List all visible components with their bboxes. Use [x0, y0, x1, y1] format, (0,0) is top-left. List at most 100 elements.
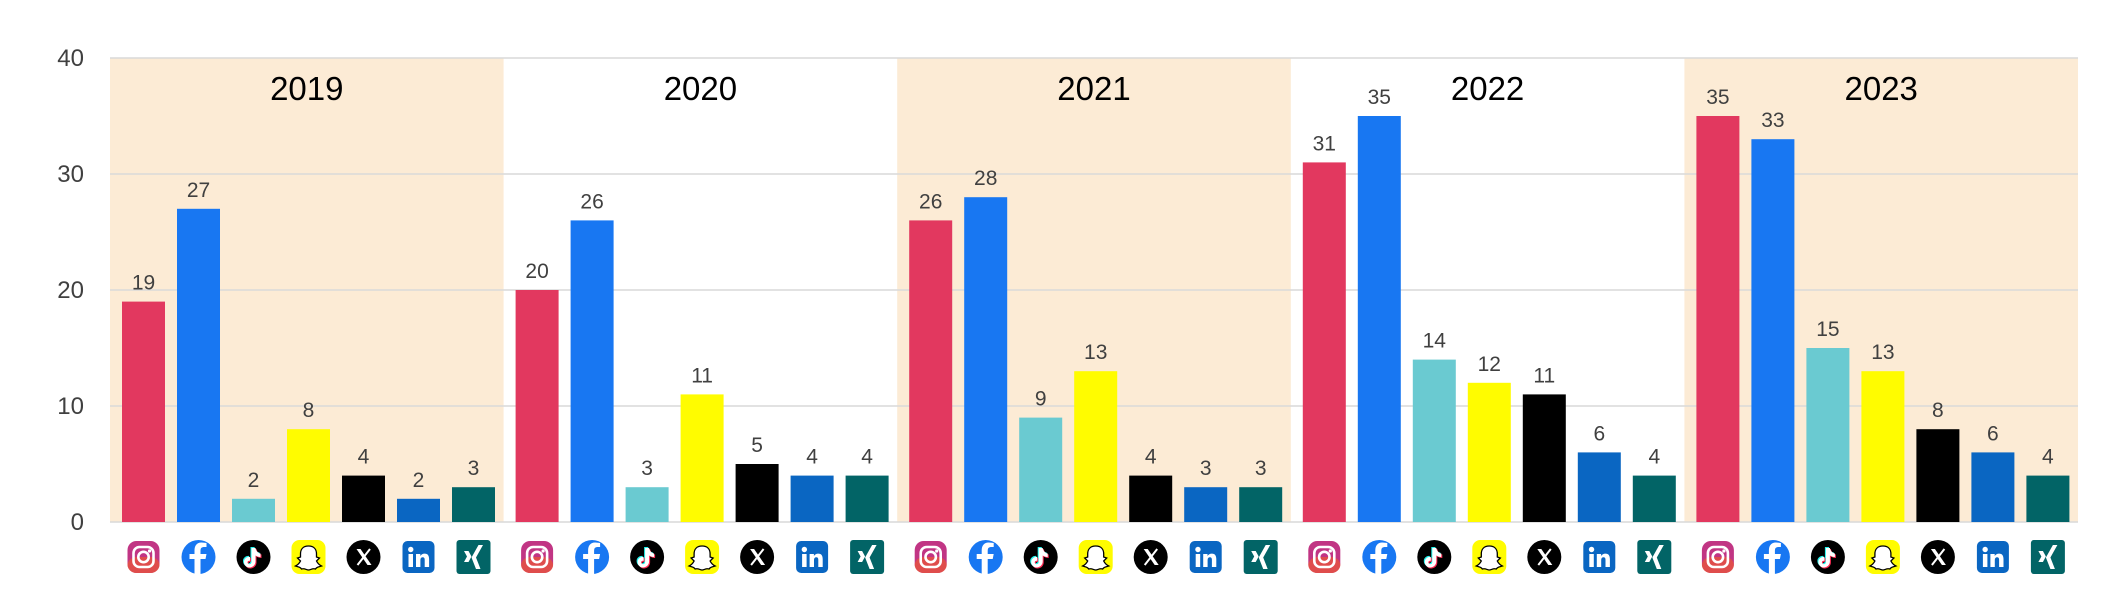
bar-2019-x	[342, 475, 385, 522]
bar-2023-xing	[2026, 475, 2070, 522]
data-label: 13	[1871, 341, 1894, 364]
year-labels: 2019 2020 2021 2022 2023	[270, 70, 1918, 107]
bar-2021-linkedin	[1184, 487, 1228, 522]
bar-2023-linkedin	[1971, 452, 2015, 522]
bar-2021-facebook	[964, 197, 1008, 522]
x-icon	[1133, 540, 1168, 574]
bar-2023-tiktok	[1806, 348, 1850, 522]
y-tick-label: 20	[57, 277, 84, 304]
bar-2023-x	[1916, 429, 1960, 522]
bar-2020-facebook	[570, 220, 614, 522]
bar-2022-linkedin	[1577, 452, 1621, 522]
tiktok-icon	[1417, 540, 1452, 574]
bar-2020-xing	[845, 475, 889, 522]
data-label: 4	[2042, 446, 2054, 469]
data-label: 26	[580, 190, 603, 213]
data-label: 4	[1145, 446, 1157, 469]
data-label: 19	[132, 272, 155, 295]
bar-2021-x	[1129, 475, 1173, 522]
snapchat-icon	[1865, 540, 1900, 574]
bar-2022-xing	[1632, 475, 1676, 522]
instagram-icon	[521, 541, 554, 573]
xing-icon	[1637, 540, 1672, 574]
data-label: 9	[1035, 388, 1047, 411]
bars	[122, 116, 2070, 523]
bar-2022-snapchat	[1467, 382, 1511, 522]
data-label: 4	[861, 446, 873, 469]
tiktok-icon	[236, 540, 271, 574]
data-label: 4	[1648, 446, 1660, 469]
linkedin-icon	[402, 541, 435, 573]
bar-2022-facebook	[1357, 116, 1401, 522]
snapchat-icon	[1472, 540, 1507, 574]
year-label-2020: 2020	[664, 70, 737, 107]
data-label: 3	[468, 457, 480, 480]
year-label-2022: 2022	[1451, 70, 1524, 107]
facebook-icon	[575, 540, 610, 574]
facebook-icon	[181, 540, 216, 574]
bar-2021-snapchat	[1074, 371, 1118, 522]
bar-2019-xing	[452, 487, 495, 522]
bar-2020-snapchat	[680, 394, 724, 522]
data-label: 6	[1987, 422, 1999, 445]
data-label: 6	[1593, 422, 1605, 445]
data-label: 8	[303, 399, 315, 422]
data-label: 3	[641, 457, 653, 480]
snapchat-icon	[685, 540, 720, 574]
data-label: 2	[248, 469, 260, 492]
data-label: 13	[1084, 341, 1107, 364]
bar-2022-tiktok	[1412, 359, 1456, 522]
bar-2019-instagram	[122, 301, 165, 522]
x-icon	[740, 540, 775, 574]
data-label: 4	[806, 446, 818, 469]
instagram-icon	[1701, 541, 1734, 573]
y-tick-label: 10	[57, 393, 84, 420]
xing-icon	[850, 540, 885, 574]
year-label-2021: 2021	[1057, 70, 1130, 107]
bar-2023-instagram	[1696, 116, 1740, 522]
facebook-icon	[968, 540, 1003, 574]
bar-2021-xing	[1239, 487, 1283, 522]
linkedin-icon	[1583, 541, 1616, 573]
linkedin-icon	[1976, 541, 2009, 573]
data-label: 11	[1533, 364, 1555, 387]
snapchat-icon	[1078, 540, 1113, 574]
data-label: 4	[358, 446, 370, 469]
x-icon	[1920, 540, 1955, 574]
data-label: 28	[974, 167, 997, 190]
snapchat-icon	[291, 540, 326, 574]
x-icon	[346, 540, 381, 574]
instagram-icon	[1308, 541, 1341, 573]
bar-2023-snapchat	[1861, 371, 1905, 522]
data-label: 26	[919, 190, 942, 213]
year-label-2019: 2019	[270, 70, 343, 107]
y-tick-label: 30	[57, 161, 84, 188]
bar-2019-snapchat	[287, 429, 330, 522]
bar-2020-tiktok	[625, 487, 669, 522]
instagram-icon	[914, 541, 947, 573]
tiktok-icon	[1810, 540, 1845, 574]
xing-icon	[2030, 540, 2065, 574]
data-label: 8	[1932, 399, 1944, 422]
data-label: 15	[1816, 318, 1839, 341]
gridlines	[110, 57, 2078, 523]
platform-icons	[127, 540, 2065, 574]
bar-2020-x	[735, 464, 779, 522]
bar-2020-instagram	[515, 290, 559, 522]
bar-2023-facebook	[1751, 139, 1795, 522]
linkedin-icon	[796, 541, 829, 573]
y-tick-label: 0	[71, 509, 84, 536]
instagram-icon	[127, 541, 160, 573]
data-label: 11	[691, 364, 713, 387]
xing-icon	[456, 540, 491, 574]
bar-2020-linkedin	[790, 475, 834, 522]
data-label: 33	[1761, 109, 1784, 132]
xing-icon	[1243, 540, 1278, 574]
x-icon	[1527, 540, 1562, 574]
tiktok-icon	[630, 540, 665, 574]
bar-2021-instagram	[909, 220, 953, 522]
tiktok-icon	[1023, 540, 1058, 574]
y-axis: 0 10 20 30 40	[57, 45, 84, 536]
